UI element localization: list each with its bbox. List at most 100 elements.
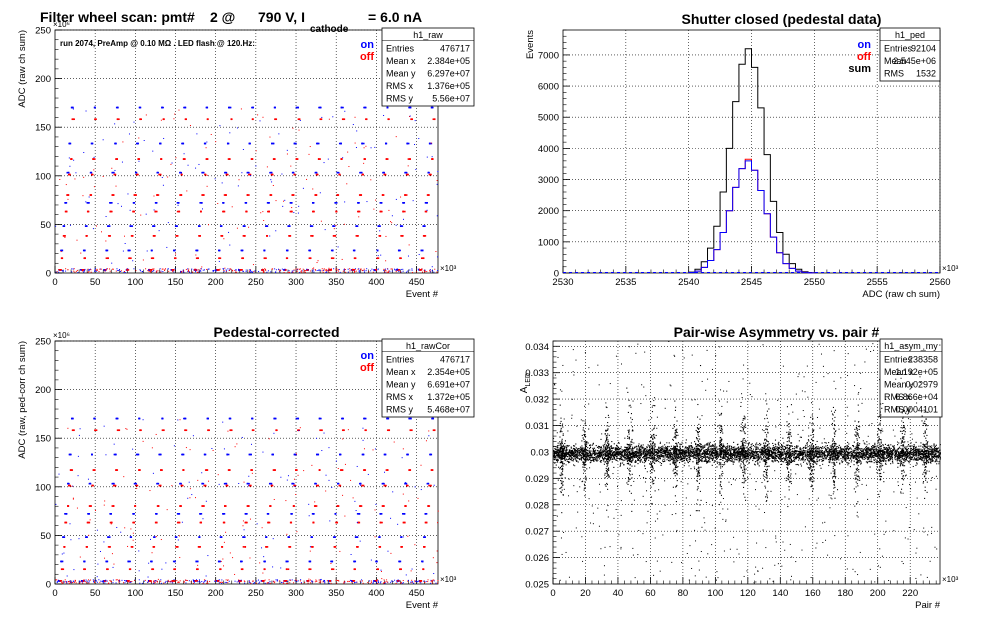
- point-baseline: [323, 579, 325, 581]
- point-on: [229, 417, 232, 420]
- point-baseline: [419, 581, 421, 583]
- point-on: [228, 106, 230, 109]
- point-baseline: [66, 582, 68, 584]
- point-baseline: [235, 271, 237, 273]
- point-off: [318, 158, 320, 160]
- point: [656, 449, 658, 451]
- point-transition: [145, 213, 147, 215]
- point-transition: [270, 179, 272, 181]
- point-baseline: [402, 580, 404, 582]
- stats-label: RMS y: [386, 405, 414, 415]
- point-off: [343, 118, 346, 121]
- point: [581, 457, 583, 459]
- point-baseline: [188, 268, 190, 270]
- point-baseline: [270, 271, 272, 273]
- point-baseline: [153, 269, 155, 271]
- point-transition: [85, 201, 87, 203]
- point-transition: [272, 566, 274, 568]
- point-baseline: [185, 579, 187, 581]
- point: [929, 447, 931, 449]
- point: [768, 456, 770, 458]
- point-transition: [347, 151, 349, 153]
- point-on: [155, 202, 157, 204]
- point-off: [422, 257, 424, 260]
- point-baseline: [214, 580, 216, 582]
- point-off: [431, 469, 434, 471]
- point-baseline: [196, 270, 198, 272]
- point-off: [171, 269, 174, 271]
- point-baseline: [191, 268, 193, 270]
- point-on: [139, 106, 142, 109]
- point-transition: [266, 582, 268, 584]
- point-off: [104, 269, 107, 271]
- point-off: [311, 235, 314, 237]
- point: [888, 451, 890, 453]
- point-baseline: [427, 581, 429, 583]
- point-transition: [207, 555, 209, 557]
- point-transition: [211, 447, 213, 449]
- point: [557, 461, 559, 463]
- point-baseline: [329, 271, 331, 273]
- point-baseline: [79, 269, 81, 271]
- point-off: [314, 505, 317, 507]
- point-baseline: [73, 581, 75, 583]
- point-off: [114, 484, 117, 487]
- point-transition: [205, 575, 207, 577]
- point-transition: [281, 173, 283, 175]
- point-on: [248, 453, 251, 456]
- point-baseline: [160, 580, 162, 582]
- point-on: [174, 225, 177, 227]
- point-transition: [65, 184, 67, 186]
- point-off: [308, 568, 310, 571]
- point-baseline: [56, 271, 58, 273]
- point: [570, 446, 572, 448]
- point-on: [159, 142, 161, 145]
- point-transition: [415, 168, 417, 170]
- point-off: [175, 546, 178, 548]
- point: [891, 455, 893, 457]
- point-transition: [295, 494, 297, 496]
- point-on: [153, 536, 155, 538]
- point: [828, 450, 830, 452]
- point-off: [138, 469, 140, 471]
- point-baseline: [203, 579, 205, 581]
- point-transition: [88, 196, 90, 198]
- point-on: [397, 249, 400, 252]
- point-baseline: [410, 581, 412, 583]
- point-off: [171, 580, 174, 582]
- point: [644, 467, 646, 470]
- point: [638, 456, 640, 458]
- point-transition: [332, 116, 334, 118]
- point-transition: [435, 251, 437, 253]
- point: [917, 455, 919, 457]
- point-baseline: [264, 579, 266, 581]
- y-tick-label: 0.03: [531, 447, 550, 458]
- point: [932, 455, 934, 458]
- point-transition: [299, 120, 301, 122]
- point-transition: [103, 504, 105, 506]
- point: [852, 449, 854, 451]
- point-off: [286, 257, 288, 260]
- point: [716, 466, 718, 468]
- x-tick-label: 2550: [804, 277, 825, 288]
- point-baseline: [259, 581, 261, 583]
- point-off: [356, 235, 359, 237]
- point-transition: [111, 553, 113, 555]
- point-baseline: [437, 582, 439, 584]
- point-transition: [341, 258, 343, 260]
- point-baseline: [196, 580, 198, 582]
- point-on: [319, 106, 321, 109]
- point-on: [270, 482, 273, 485]
- point-on: [60, 249, 62, 252]
- point-on: [226, 453, 229, 456]
- point-baseline: [429, 271, 431, 273]
- point-baseline: [93, 580, 95, 582]
- point: [830, 447, 832, 449]
- point-transition: [319, 192, 321, 194]
- point-on: [250, 453, 252, 456]
- point-transition: [242, 525, 244, 527]
- point-off: [116, 469, 119, 471]
- point: [639, 452, 641, 454]
- point-off: [315, 173, 318, 176]
- point: [759, 456, 761, 458]
